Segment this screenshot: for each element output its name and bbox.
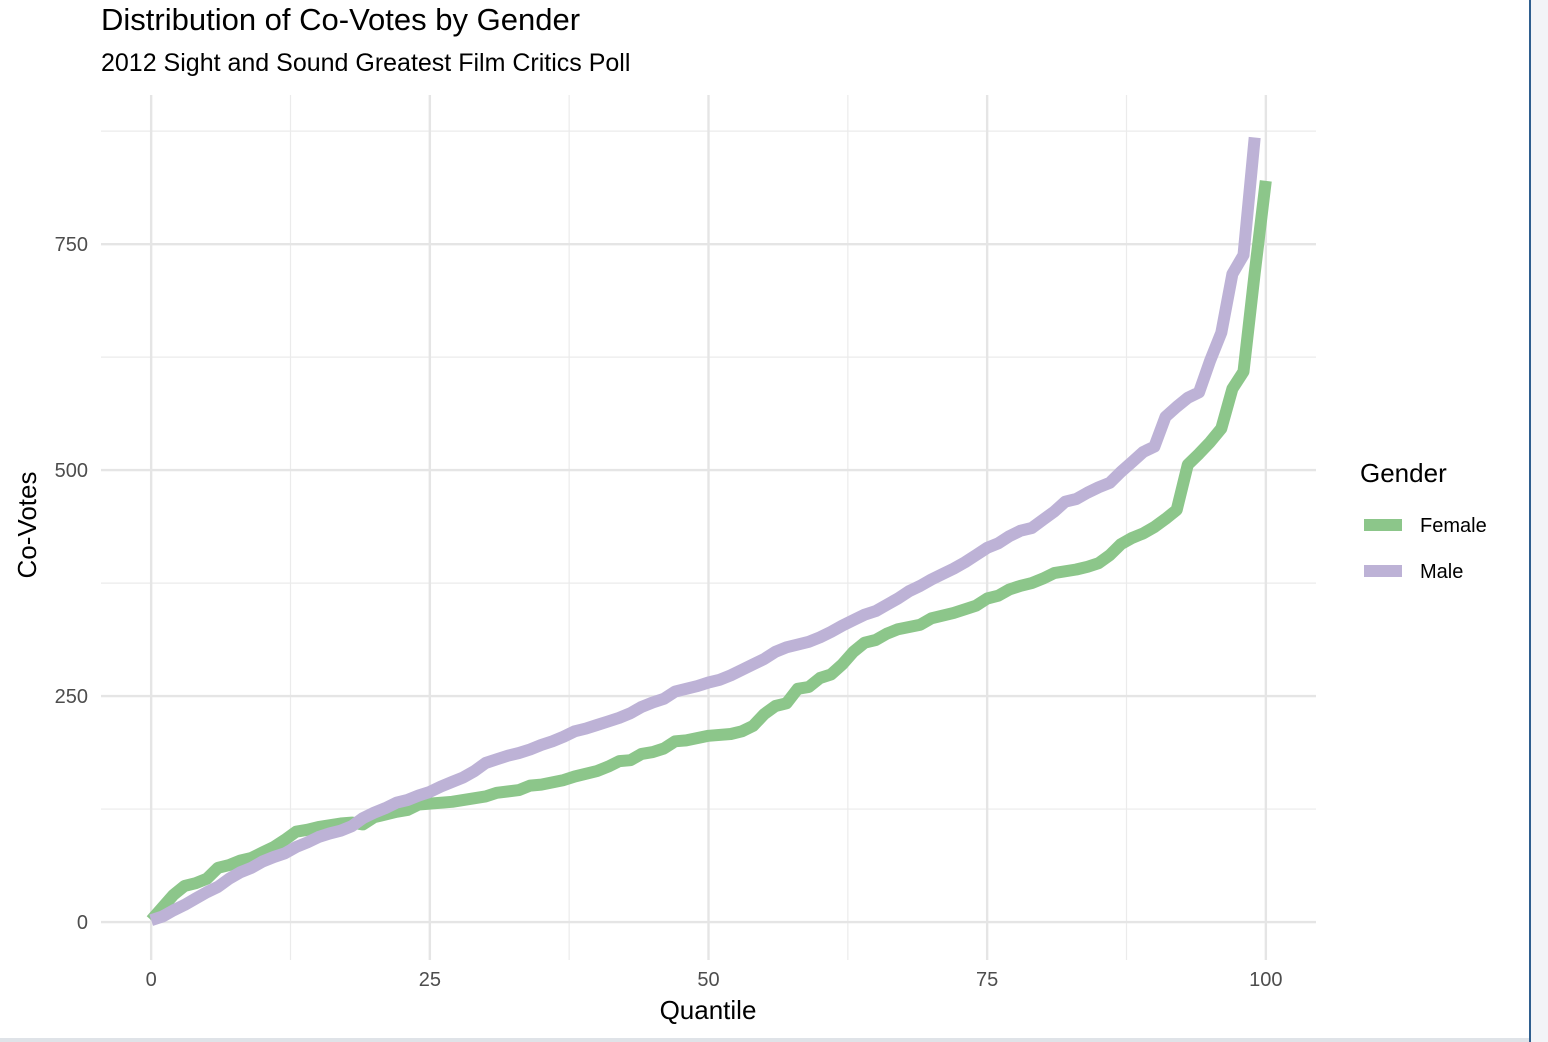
- x-tick-label-4: 100: [1249, 969, 1282, 991]
- y-axis-title: Co-Votes: [12, 472, 42, 579]
- legend-label-female: Female: [1420, 515, 1487, 537]
- y-axis-tick-labels: 0 250 500 750: [55, 234, 88, 934]
- y-tick-label-2: 500: [55, 460, 88, 482]
- x-axis-title: Quantile: [660, 995, 757, 1025]
- legend-label-male: Male: [1420, 561, 1463, 583]
- window-frame-bottom-edge: [0, 1038, 1529, 1042]
- y-tick-label-3: 750: [55, 234, 88, 256]
- chart-subtitle: 2012 Sight and Sound Greatest Film Criti…: [101, 49, 631, 77]
- x-tick-label-3: 75: [976, 969, 998, 991]
- chart-title: Distribution of Co-Votes by Gender: [101, 2, 581, 37]
- y-tick-label-1: 250: [55, 686, 88, 708]
- y-tick-label-0: 0: [77, 912, 88, 934]
- window-frame-right-edge: [1529, 0, 1548, 1042]
- series-line-male: [149, 136, 1261, 926]
- legend-title: Gender: [1360, 458, 1447, 488]
- x-axis-tick-labels: 0 25 50 75 100: [146, 969, 1283, 991]
- x-tick-label-2: 50: [697, 969, 719, 991]
- major-gridlines: [101, 95, 1316, 960]
- x-tick-label-1: 25: [419, 969, 441, 991]
- x-tick-label-0: 0: [146, 969, 157, 991]
- series-line-female: [146, 180, 1272, 925]
- legend: Gender Female Male: [1360, 458, 1487, 583]
- series-lines: [146, 136, 1272, 926]
